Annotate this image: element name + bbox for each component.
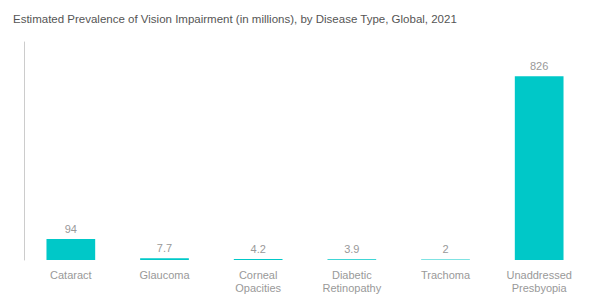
svg-text:Trachoma: Trachoma xyxy=(421,269,471,281)
svg-text:4.2: 4.2 xyxy=(251,243,266,255)
svg-text:Estimated Prevalence of Vision: Estimated Prevalence of Vision Impairmen… xyxy=(13,13,457,25)
svg-text:Cataract: Cataract xyxy=(50,269,92,281)
svg-text:2: 2 xyxy=(442,243,448,255)
svg-text:Diabetic: Diabetic xyxy=(332,269,372,281)
svg-text:826: 826 xyxy=(530,60,548,72)
svg-text:Corneal: Corneal xyxy=(239,269,278,281)
svg-text:Retinopathy: Retinopathy xyxy=(322,282,381,294)
svg-text:Unaddressed: Unaddressed xyxy=(506,269,571,281)
svg-text:3.9: 3.9 xyxy=(344,243,359,255)
svg-text:Glaucoma: Glaucoma xyxy=(139,269,190,281)
svg-text:Opacities: Opacities xyxy=(235,282,281,294)
svg-text:94: 94 xyxy=(65,223,77,235)
svg-text:Presbyopia: Presbyopia xyxy=(512,282,568,294)
svg-text:7.7: 7.7 xyxy=(157,242,172,254)
